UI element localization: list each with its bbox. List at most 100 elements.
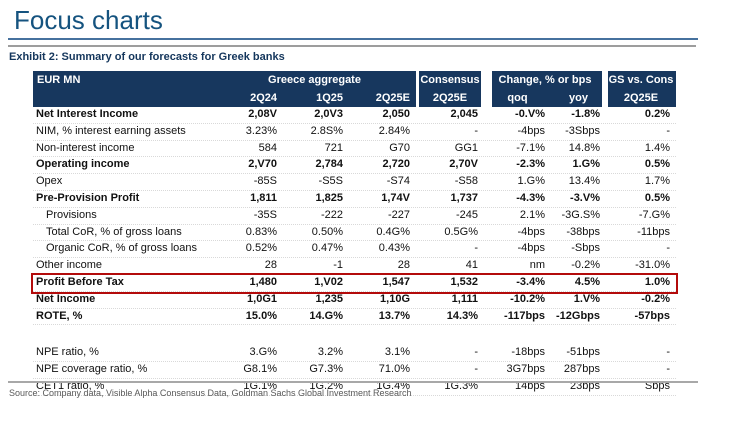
header-block-gs-vs-cons: [608, 71, 676, 107]
exhibit-title: Exhibit 2: Summary of our forecasts for …: [9, 51, 285, 63]
title-rule-gray: [8, 45, 696, 47]
row-label: Opex: [36, 175, 63, 188]
cell-value: -: [666, 242, 670, 255]
cell-value: 721: [324, 141, 343, 154]
table-row: Pre-Provision Profit 1,811 1,825 1,74V 1,737…: [33, 191, 676, 208]
cell-value: -7.1%: [516, 141, 545, 154]
table-row: ROTE, % 15.0% 14.G% 13.7% 14.3% -117bps -12Gbp…: [33, 309, 676, 326]
cell-value: 28: [264, 259, 277, 272]
row-label: Organic CoR, % of gross loans: [46, 242, 198, 255]
header-eur-mn: EUR MN: [37, 74, 81, 86]
cell-value: 41: [465, 259, 478, 272]
table-row: Provisions -35S -222 -227 -245 2.1% -3G.S% -7.G…: [33, 208, 676, 225]
cell-value: 0.47%: [311, 242, 343, 255]
page-title: Focus charts: [14, 5, 163, 35]
row-label: Provisions: [46, 208, 97, 221]
table-row: Net Income 1,0G1 1,235 1,10G 1,111 -10.2% 1.V%…: [33, 292, 676, 309]
cell-value: 14.3%: [446, 309, 478, 322]
cell-value: nm: [529, 259, 545, 272]
cell-value: -S5S: [318, 175, 343, 188]
cell-value: -3Sbps: [565, 124, 600, 137]
cell-value: 2,70V: [449, 158, 478, 171]
cell-value: 13.4%: [568, 175, 600, 188]
cell-value: G8.1%: [243, 363, 277, 376]
table-row: Organic CoR, % of gross loans 0.52% 0.47% 0…: [33, 241, 676, 259]
cell-value: 28: [397, 259, 410, 272]
cell-value: 1,480: [249, 275, 277, 288]
cell-value: 0.4G%: [376, 225, 410, 238]
cell-value: 2.8S%: [310, 124, 343, 137]
cell-value: 1,0G1: [247, 292, 277, 305]
cell-value: 4.5%: [574, 275, 600, 288]
table-row: NIM, % interest earning assets 3.23% 2.8S%…: [33, 124, 676, 141]
cell-value: 584: [258, 141, 277, 154]
cell-value: 0.50%: [311, 225, 343, 238]
cell-value: -0.V%: [515, 108, 545, 120]
title-rule-blue: [8, 38, 698, 40]
cell-value: 3.23%: [245, 124, 277, 137]
cell-value: 0.5%: [644, 158, 670, 171]
cell-value: 1,235: [315, 292, 343, 305]
cell-value: -4bps: [517, 242, 545, 255]
row-label: NPE coverage ratio, %: [36, 363, 148, 376]
cell-value: -7.G%: [638, 208, 670, 221]
cell-value: -Sbps: [571, 242, 600, 255]
cell-value: 1,811: [250, 191, 277, 204]
table-row: NPE coverage ratio, % G8.1% G7.3% 71.0% - 3G7…: [33, 362, 676, 379]
cell-value: 2,08V: [248, 108, 277, 120]
cell-value: -51bps: [566, 346, 600, 359]
cell-value: -2.3%: [516, 158, 545, 171]
cell-value: 1,74V: [381, 191, 410, 204]
table-body: Net Interest Income 2,08V 2,0V3 2,050 2,045 -…: [31, 107, 678, 396]
header-gs-period: 2Q25E: [623, 92, 659, 104]
row-label: NIM, % interest earning assets: [36, 124, 186, 137]
cell-value: 71.0%: [378, 363, 410, 376]
cell-value: 2,720: [382, 158, 410, 171]
header-consensus-period: 2Q25E: [432, 92, 468, 104]
cell-value: 2,045: [450, 108, 478, 120]
header-2q25e: 2Q25E: [375, 92, 410, 104]
cell-value: -85S: [253, 175, 277, 188]
cell-value: 1,547: [382, 275, 410, 288]
cell-value: GG1: [454, 141, 478, 154]
cell-value: 1,825: [315, 191, 343, 204]
cell-value: 0.5%: [644, 191, 670, 204]
cell-value: 14.G%: [309, 309, 343, 322]
cell-value: -35S: [253, 208, 277, 221]
cell-value: -: [474, 363, 478, 376]
cell-value: -4bps: [517, 225, 545, 238]
cell-value: -18bps: [511, 346, 545, 359]
row-label: Net Interest Income: [36, 108, 139, 120]
cell-value: -222: [320, 208, 343, 221]
table-row: Other income 28 -1 28 41 nm -0.2% -31.0%: [33, 258, 676, 275]
header-row-periods: 2Q24 1Q25 2Q25E 2Q25E qoq yoy 2Q25E: [33, 89, 676, 107]
header-block-consensus: [419, 71, 481, 107]
header-1q25: 1Q25: [316, 92, 343, 104]
cell-value: G7.3%: [309, 363, 343, 376]
cell-value: 1.0%: [644, 275, 670, 288]
cell-value: -10.2%: [510, 292, 545, 305]
cell-value: 14.8%: [568, 141, 600, 154]
cell-value: -12Gbps: [555, 309, 600, 322]
source-note: Source: Company data, Visible Alpha Cons…: [9, 388, 412, 398]
cell-value: -0.2%: [571, 259, 600, 272]
header-yoy: yoy: [569, 92, 588, 104]
cell-value: 2.1%: [519, 208, 545, 221]
cell-value: 1,V02: [314, 275, 343, 288]
cell-value: 2,050: [382, 108, 410, 120]
row-label: NPE ratio, %: [36, 346, 99, 359]
cell-value: -38bps: [566, 225, 600, 238]
cell-value: 0.83%: [245, 225, 277, 238]
row-label: Operating income: [36, 158, 130, 171]
table-row: NPE ratio, % 3.G% 3.2% 3.1% - -18bps -51bps -: [33, 345, 676, 363]
table-row: Opex -85S -S5S -S74 -S58 1.G% 13.4% 1.7%: [33, 174, 676, 191]
cell-value: -3G.S%: [561, 208, 600, 221]
cell-value: 0.5G%: [444, 225, 478, 238]
row-label: Non-interest income: [36, 141, 135, 154]
cell-value: 1,532: [450, 275, 478, 288]
cell-value: 3.G%: [249, 346, 277, 359]
row-label: Net Income: [36, 292, 96, 305]
row-label: ROTE, %: [36, 309, 83, 322]
cell-value: -: [666, 363, 670, 376]
